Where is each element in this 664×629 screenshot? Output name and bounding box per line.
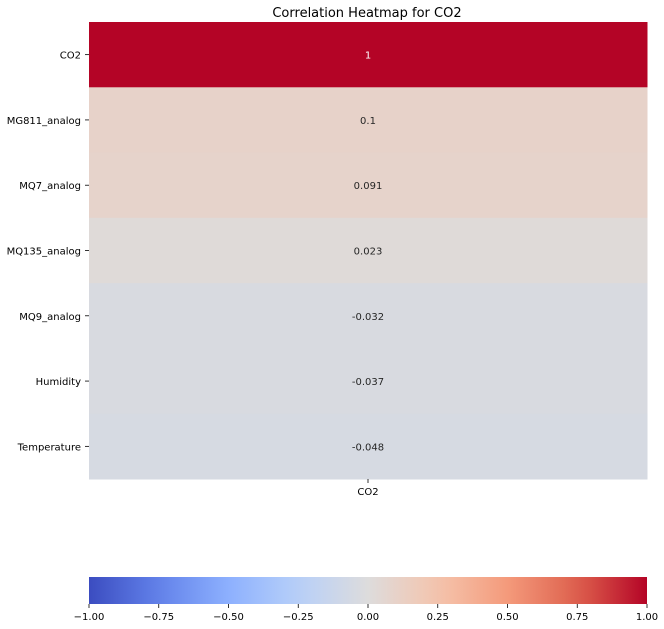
colorbar-tick-label: 0.25	[427, 612, 449, 623]
chart-title: Correlation Heatmap for CO2	[272, 6, 461, 21]
heatmap-cell-1	[89, 87, 648, 154]
cell-annotation-2: 0.091	[354, 181, 383, 192]
colorbar-tick-label: 0.00	[357, 612, 379, 623]
heatmap-cell-2	[89, 152, 648, 219]
cell-annotation-0: 1	[365, 51, 371, 62]
colorbar-tick-label: −0.75	[143, 612, 174, 623]
colorbar-gradient	[89, 577, 647, 604]
row-label: MG811_analog	[7, 116, 81, 127]
colorbar: −1.00 −0.75 −0.50 −0.25 0.00 0.25 0.50 0.75 1.00	[74, 577, 658, 623]
row-label: Temperature	[17, 442, 81, 453]
column-labels: CO2	[357, 479, 379, 498]
row-label: MQ135_analog	[7, 247, 81, 258]
cell-annotation-6: -0.048	[352, 442, 384, 453]
colorbar-tick-label: 1.00	[636, 612, 658, 623]
cell-annotation-1: 0.1	[360, 116, 376, 127]
heatmap-cell-4	[89, 283, 648, 349]
cell-annotation-3: 0.023	[354, 247, 383, 258]
heatmap-cell-5	[89, 348, 648, 415]
cell-annotation-5: -0.037	[352, 377, 384, 388]
colorbar-tick-label: 0.50	[496, 612, 518, 623]
heatmap-cell-3	[89, 217, 648, 284]
row-label: MQ7_analog	[19, 181, 81, 192]
heatmap-cell-0	[89, 22, 648, 88]
heatmap-cell-6	[89, 413, 648, 480]
column-label: CO2	[357, 487, 378, 498]
colorbar-tick-label: −1.00	[74, 612, 105, 623]
row-label: Humidity	[36, 377, 81, 388]
cell-annotation-4: -0.032	[352, 312, 384, 323]
row-label: MQ9_analog	[19, 312, 81, 323]
colorbar-tick-label: −0.50	[213, 612, 244, 623]
colorbar-tick-label: −0.25	[283, 612, 314, 623]
colorbar-tick-label: 0.75	[566, 612, 588, 623]
row-labels: CO2 MG811_analog MQ7_analog MQ135_analog MQ9…	[7, 51, 89, 453]
heatmap-cells: 1 0.1 0.091 0.023 -0.032 -0.037 -0.048	[89, 22, 648, 480]
row-label: CO2	[60, 51, 81, 62]
